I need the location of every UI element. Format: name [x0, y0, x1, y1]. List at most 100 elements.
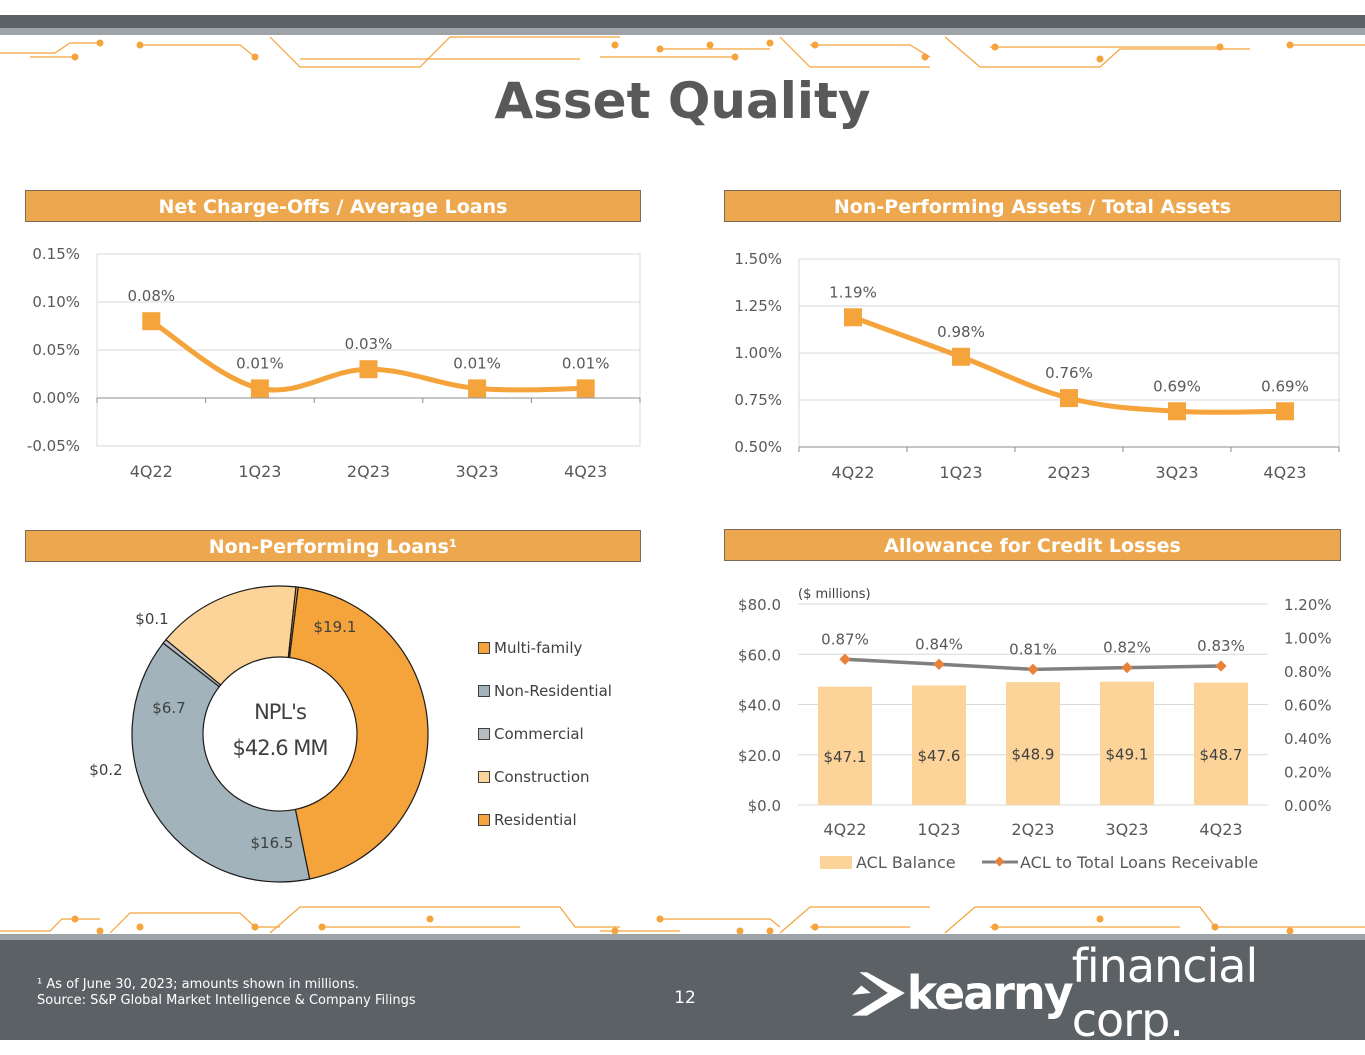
x-tick-label: 2Q23 [1011, 820, 1054, 839]
ratio-data-label: 0.83% [1197, 637, 1245, 655]
footnote-source: Source: S&P Global Market Intelligence &… [37, 993, 416, 1008]
data-label: 0.01% [236, 354, 284, 372]
data-point-marker [844, 308, 862, 327]
ratio-data-label: 0.84% [915, 635, 963, 653]
donut-center-total: $42.6 MM [232, 736, 327, 760]
legend-item: Non-Residential [478, 669, 612, 712]
logo-text-bold: kearny [906, 966, 1074, 1020]
legend-swatch-acl-balance [820, 856, 852, 869]
legend-item: Commercial [478, 712, 612, 755]
right-axis-tick-label: 1.20% [1284, 596, 1332, 614]
acl-bar [912, 685, 966, 805]
data-point-marker [1060, 389, 1078, 408]
top-bar-strip [0, 28, 1365, 35]
right-axis-tick-label: 0.60% [1284, 697, 1332, 715]
x-tick-label: 4Q22 [831, 463, 874, 482]
legend-swatch [478, 684, 490, 697]
ratio-data-label: 0.82% [1103, 639, 1151, 657]
data-point-marker [952, 347, 970, 366]
x-tick-label: 1Q23 [939, 463, 982, 482]
logo-chevron-icon [851, 972, 905, 1016]
footnote-line-1: ¹ As of June 30, 2023; amounts shown in … [37, 977, 359, 992]
right-axis-tick-label: 0.80% [1284, 663, 1332, 681]
right-axis-tick-label: 1.00% [1284, 630, 1332, 648]
y-tick-label: 1.50% [734, 250, 782, 268]
legend-label-ratio: ACL to Total Loans Receivable [1020, 853, 1258, 872]
y-tick-label: -0.05% [27, 437, 80, 455]
x-tick-label: 3Q23 [1155, 463, 1198, 482]
legend-swatch [478, 727, 490, 740]
ratio-marker [1121, 661, 1133, 674]
x-tick-label: 2Q23 [347, 462, 390, 481]
npa-line-chart: 1.50% 1.25% 1.00% 0.75% 0.50% 4Q22 1Q23 2Q23 3Q2… [734, 250, 1340, 482]
bar-value-label: $48.9 [1012, 746, 1055, 764]
y-tick-label: 0.05% [32, 341, 80, 359]
right-axis-tick-label: 0.20% [1284, 764, 1332, 782]
legend-swatch [478, 770, 490, 783]
bar-value-label: $47.6 [918, 747, 961, 765]
data-label: 0.01% [562, 354, 610, 372]
footer-bar [0, 940, 1365, 1040]
footer-strip [0, 934, 1365, 942]
nco-line-chart: 0.15% 0.10% 0.05% 0.00% -0.05% 4Q22 1Q23 2Q23 3Q… [27, 245, 641, 481]
company-logo: kearny financial corp. [850, 939, 1365, 1047]
slice-label: $19.1 [314, 618, 357, 636]
legend-label: Construction [494, 767, 590, 786]
legend-item: Multi-family [478, 626, 612, 669]
npl-donut-chart: $19.1 $16.5 $0.2 $6.7 $0.1 NPL's $42.6 MM [89, 585, 429, 883]
data-point-marker [1168, 402, 1186, 421]
ratio-marker [1027, 663, 1039, 675]
data-point-marker [142, 312, 161, 331]
y-tick-label: 0.15% [32, 245, 80, 263]
footnote: ¹ As of June 30, 2023; amounts shown in … [37, 977, 416, 1009]
page-number: 12 [674, 988, 696, 1008]
x-tick-label: 3Q23 [1105, 820, 1148, 839]
data-point-marker [576, 379, 595, 398]
donut-slice [288, 586, 429, 880]
data-label: 1.19% [829, 283, 877, 301]
x-tick-label: 1Q23 [238, 462, 281, 481]
legend-label: Multi-family [494, 638, 583, 657]
ratio-marker [933, 658, 945, 670]
right-axis-tick-label: 0.40% [1284, 730, 1332, 748]
y-tick-label: 0.10% [32, 293, 80, 311]
x-tick-label: 4Q22 [823, 820, 866, 839]
x-tick-label: 3Q23 [456, 462, 499, 481]
data-label: 0.98% [937, 323, 985, 341]
circuit-decoration-bottom [0, 906, 1365, 935]
left-axis-tick-label: $40.0 [738, 697, 781, 715]
legend-label: Non-Residential [494, 681, 612, 700]
acl-bar [818, 686, 872, 805]
npl-legend: Multi-family Non-Residential Commercial Con… [478, 626, 612, 841]
data-label: 0.69% [1261, 377, 1309, 395]
y-tick-label: 1.25% [734, 297, 782, 315]
panel-title-acl: Allowance for Credit Losses [724, 529, 1341, 561]
left-axis-tick-label: $60.0 [738, 646, 781, 664]
y-tick-label: 0.00% [32, 389, 80, 407]
legend-label: Residential [494, 810, 577, 829]
data-point-marker [250, 379, 269, 398]
slice-label: $0.2 [89, 761, 122, 779]
legend-swatch [478, 813, 490, 826]
acl-bar [1006, 682, 1060, 805]
top-bar [0, 15, 1365, 28]
data-label: 0.08% [127, 287, 175, 305]
donut-slice [287, 586, 299, 659]
data-label: 0.76% [1045, 364, 1093, 382]
y-tick-label: 0.50% [734, 438, 782, 456]
x-tick-label: 2Q23 [1047, 463, 1090, 482]
acl-combo-chart: $80.0 $60.0 $40.0 $20.0 $0.0 1.20% 1.00% 0.80% 0… [738, 587, 1332, 872]
left-axis-tick-label: $0.0 [748, 797, 781, 815]
legend-marker-ratio [994, 856, 1005, 867]
y-tick-label: 0.75% [734, 391, 782, 409]
data-point-marker [468, 379, 487, 398]
logo-text-light: financial corp. [1071, 939, 1259, 1047]
data-label: 0.69% [1153, 377, 1201, 395]
ratio-data-label: 0.81% [1009, 640, 1057, 658]
acl-bar [1100, 681, 1154, 805]
data-label: 0.01% [453, 354, 501, 372]
data-label: 0.03% [345, 335, 393, 353]
x-tick-label: 4Q23 [1199, 820, 1242, 839]
donut-center-label: NPL's [254, 700, 306, 724]
panel-title-nco: Net Charge-Offs / Average Loans [25, 190, 641, 222]
